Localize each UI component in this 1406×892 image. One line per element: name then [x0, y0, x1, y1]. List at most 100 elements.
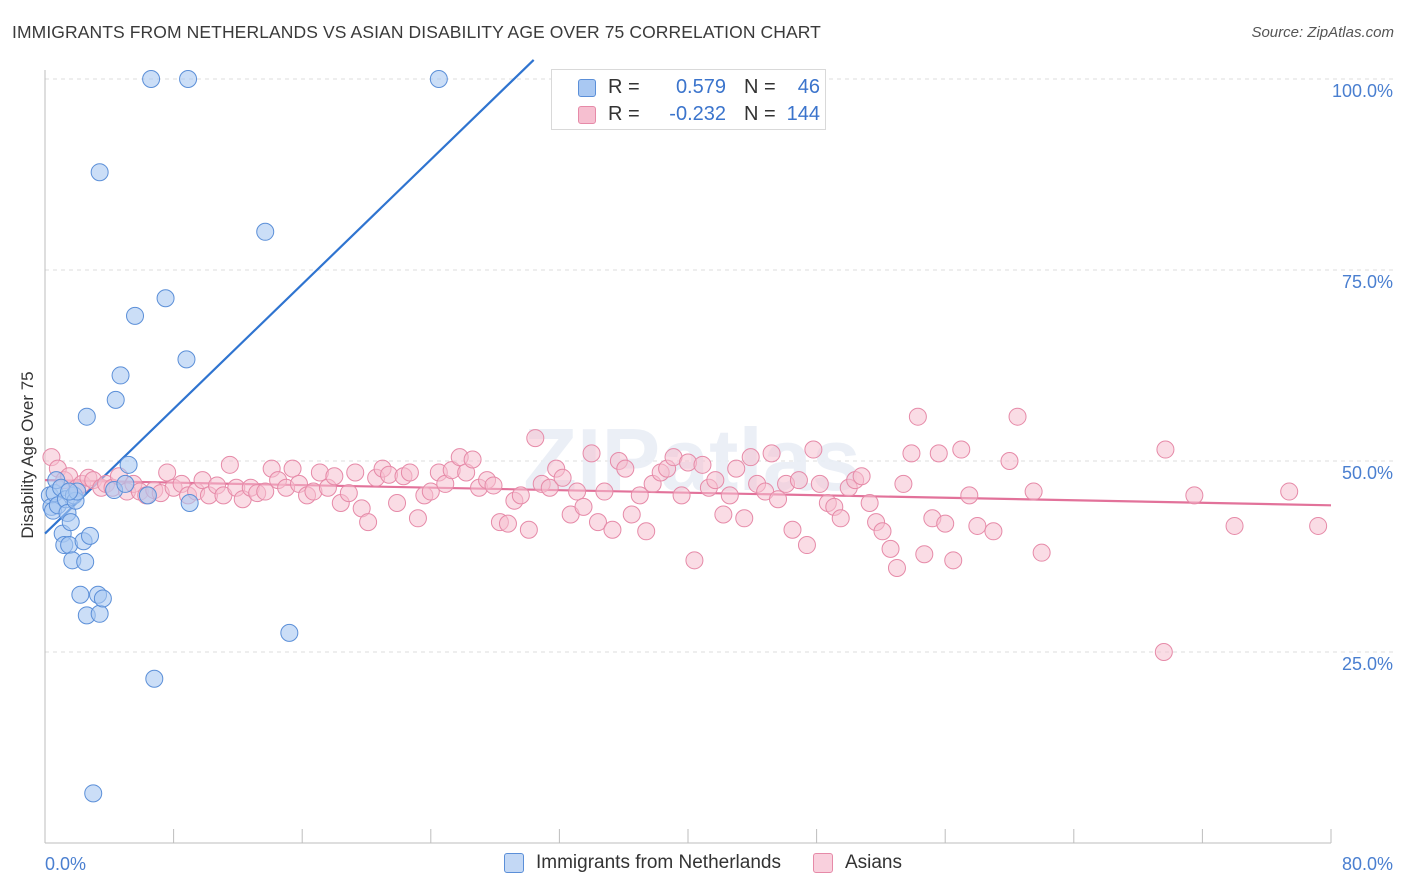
r-label: R =: [608, 76, 640, 98]
legend-item-asians: Asians: [812, 852, 902, 874]
point-asians: [325, 467, 344, 486]
legend-item-netherlands: Immigrants from Netherlands: [504, 852, 781, 874]
point-asians: [944, 551, 963, 570]
point-asians: [622, 505, 641, 524]
point-netherlands: [84, 784, 103, 803]
point-asians: [685, 551, 704, 570]
point-asians: [339, 484, 358, 503]
point-netherlands: [71, 585, 90, 604]
r-value: 0.579: [675, 76, 726, 98]
point-asians: [519, 520, 538, 539]
point-asians: [421, 482, 440, 501]
point-asians: [908, 407, 927, 426]
point-asians: [769, 490, 788, 509]
point-netherlands: [116, 474, 135, 493]
point-netherlands: [180, 494, 199, 513]
point-asians: [936, 514, 955, 533]
point-netherlands: [106, 390, 125, 409]
point-asians: [984, 522, 1003, 541]
point-asians: [902, 444, 921, 463]
r-value: -0.232: [669, 103, 726, 125]
point-asians: [283, 459, 302, 478]
point-asians: [158, 463, 177, 482]
point-netherlands: [177, 350, 196, 369]
point-asians: [637, 522, 656, 541]
point-asians: [968, 516, 987, 535]
point-asians: [789, 471, 808, 490]
point-asians: [797, 536, 816, 555]
chart-source: Source: ZipAtlas.com: [1251, 24, 1394, 41]
point-netherlands: [429, 70, 448, 88]
point-asians: [1185, 486, 1204, 505]
n-label: N =: [744, 76, 776, 98]
point-netherlands: [156, 289, 175, 308]
point-netherlands: [142, 70, 161, 88]
legend-swatch-pink: [578, 105, 596, 124]
point-asians: [952, 440, 971, 459]
point-asians: [804, 440, 823, 459]
point-asians: [346, 463, 365, 482]
x-tick-label: 80.0%: [1342, 854, 1393, 874]
point-asians: [735, 509, 754, 528]
point-asians: [582, 444, 601, 463]
point-asians: [1156, 440, 1175, 459]
point-asians: [616, 459, 635, 478]
series-netherlands: [40, 70, 585, 803]
legend-swatch-pink: [812, 853, 833, 873]
point-asians: [894, 474, 913, 493]
point-asians: [887, 558, 906, 577]
point-netherlands: [119, 455, 138, 474]
point-asians: [220, 455, 239, 474]
n-value: 46: [797, 76, 820, 98]
point-asians: [463, 450, 482, 469]
legend-row-asians: R = -0.232 N = 144: [552, 101, 820, 128]
y-tick-labels: 25.0% 50.0% 75.0% 100.0%: [1332, 81, 1393, 674]
point-asians: [498, 514, 517, 533]
point-asians: [408, 509, 427, 528]
point-netherlands: [76, 552, 95, 571]
point-asians: [526, 429, 545, 448]
point-asians: [960, 486, 979, 505]
point-asians: [720, 486, 739, 505]
point-asians: [810, 474, 829, 493]
point-asians: [1000, 452, 1019, 470]
point-asians: [714, 505, 733, 524]
point-asians: [1280, 482, 1299, 501]
point-asians: [540, 478, 559, 497]
point-asians: [860, 494, 879, 513]
point-asians: [630, 486, 649, 505]
point-asians: [1225, 516, 1244, 535]
point-netherlands: [93, 589, 112, 608]
r-label: R =: [608, 103, 640, 125]
point-asians: [1024, 482, 1043, 501]
point-asians: [741, 448, 760, 467]
trend-line-netherlands: [44, 59, 535, 535]
series-asians: [42, 407, 1328, 661]
y-tick-label: 100.0%: [1332, 81, 1393, 101]
point-netherlands: [61, 513, 80, 532]
point-asians: [727, 459, 746, 478]
point-netherlands: [77, 407, 96, 426]
point-asians: [852, 467, 871, 486]
point-asians: [256, 482, 275, 501]
series-legend: Immigrants from Netherlands Asians: [0, 852, 1406, 874]
point-asians: [1309, 516, 1328, 535]
point-asians: [929, 444, 948, 463]
point-netherlands: [280, 623, 299, 642]
point-netherlands: [126, 306, 145, 325]
point-asians: [553, 468, 572, 487]
point-asians: [762, 444, 781, 463]
point-asians: [915, 545, 934, 564]
y-tick-label: 25.0%: [1342, 654, 1393, 674]
point-asians: [1032, 543, 1051, 562]
point-netherlands: [256, 222, 275, 241]
legend-label: Immigrants from Netherlands: [536, 852, 781, 873]
x-tick-labels: 0.0% 80.0%: [45, 854, 1393, 874]
correlation-legend: R = 0.579 N = 46 R = -0.232 N = 144: [551, 69, 826, 130]
point-asians: [568, 482, 587, 501]
grid-lines: [45, 78, 1394, 653]
point-asians: [693, 455, 712, 474]
point-asians: [1008, 407, 1027, 426]
point-asians: [881, 539, 900, 558]
